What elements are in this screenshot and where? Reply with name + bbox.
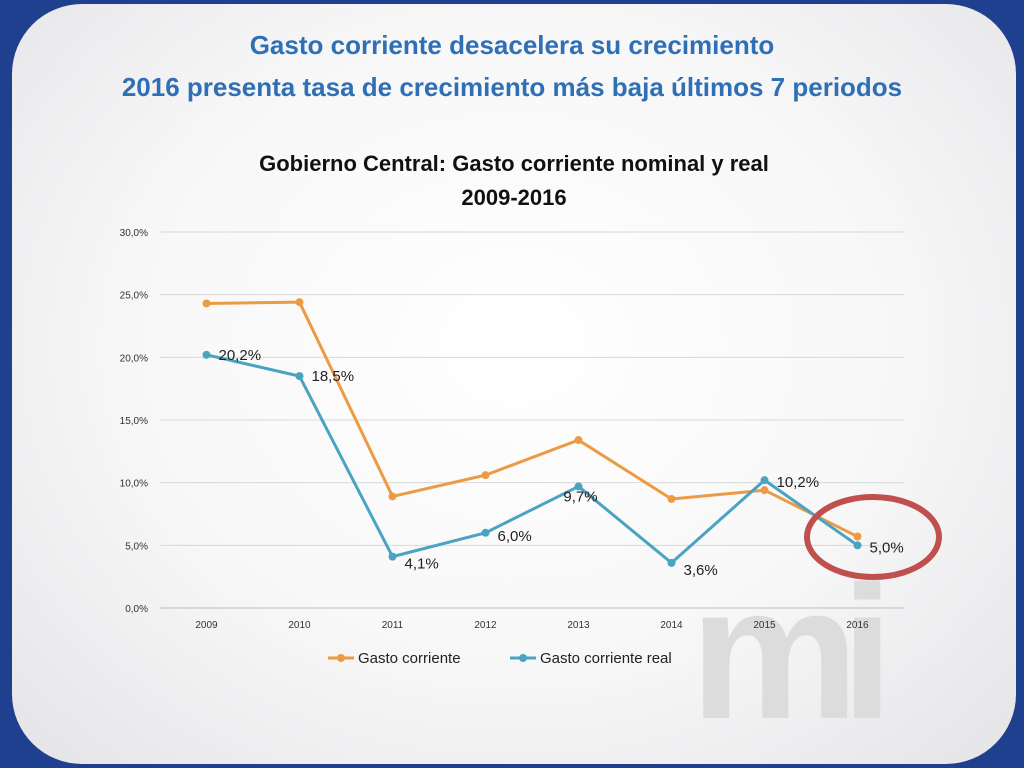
legend-label: Gasto corriente	[358, 650, 461, 667]
slide-subheadline: 2016 presenta tasa de crecimiento más ba…	[121, 72, 903, 102]
x-tick-label: 2012	[474, 620, 497, 631]
y-tick-label: 20,0%	[120, 353, 148, 364]
chart-title: Gobierno Central: Gasto corriente nomina…	[259, 151, 769, 176]
data-label: 20,2%	[219, 347, 262, 364]
data-label: 6,0%	[498, 528, 532, 545]
data-point	[853, 541, 862, 550]
data-point	[667, 494, 676, 503]
x-tick-label: 2011	[382, 620, 404, 631]
y-tick-label: 30,0%	[120, 228, 148, 239]
x-tick-label: 2015	[753, 620, 776, 631]
y-tick-label: 5,0%	[125, 541, 148, 552]
data-point	[295, 298, 304, 307]
legend-item: Gasto corriente real	[510, 650, 672, 667]
data-point	[574, 482, 583, 491]
data-point	[481, 471, 490, 480]
slide-card	[12, 4, 1016, 764]
gridlines	[160, 231, 904, 609]
series-line	[206, 300, 859, 538]
series-layer	[202, 298, 862, 567]
data-point	[760, 476, 769, 485]
data-label: 10,2%	[777, 474, 820, 491]
legend-label: Gasto corriente real	[540, 650, 672, 667]
data-label: 9,7%	[563, 488, 597, 505]
highlight-circle	[804, 494, 942, 580]
series-line	[206, 353, 859, 565]
data-point	[574, 436, 583, 445]
series-gasto-corriente	[202, 298, 862, 541]
x-tick-label: 2009	[195, 620, 218, 631]
x-tick-label: 2010	[288, 620, 311, 631]
series-gasto-corriente-real	[202, 350, 862, 567]
slide-headline: Gasto corriente desacelera su crecimient…	[249, 30, 775, 60]
x-tick-label: 2016	[846, 620, 869, 631]
data-point	[388, 552, 397, 561]
data-point	[388, 492, 397, 501]
data-point	[202, 299, 211, 308]
data-point	[202, 350, 211, 359]
watermark-logo: mi	[690, 547, 881, 759]
x-tick-label: 2013	[567, 620, 590, 631]
legend-item: Gasto corriente	[328, 650, 461, 667]
data-point	[760, 486, 769, 495]
data-label: 18,5%	[312, 368, 355, 385]
data-label: 4,1%	[405, 556, 439, 573]
data-label: 3,6%	[684, 562, 718, 579]
legend-swatch-marker	[337, 654, 345, 662]
y-axis: 0,0% 5,0% 10,0% 15,0% 20,0% 25,0% 30,0%	[120, 228, 148, 615]
data-point	[667, 558, 676, 567]
data-point	[295, 372, 304, 381]
data-label: 5,0%	[870, 539, 904, 556]
x-axis: 2009 2010 2011 2012 2013 2014 2015 2016	[195, 620, 869, 631]
legend-swatch-marker	[519, 654, 527, 662]
y-tick-label: 0,0%	[125, 604, 148, 615]
data-point	[481, 528, 490, 537]
data-labels: 20,2% 18,5% 4,1% 6,0% 9,7% 3,6% 10,2% 5,0%	[219, 347, 904, 579]
y-tick-label: 10,0%	[120, 479, 148, 490]
legend: Gasto corriente Gasto corriente real	[328, 650, 672, 667]
data-point	[853, 532, 862, 541]
y-tick-label: 15,0%	[120, 416, 148, 427]
y-tick-label: 25,0%	[120, 291, 148, 302]
x-tick-label: 2014	[660, 620, 683, 631]
chart-subtitle: 2009-2016	[461, 185, 566, 210]
